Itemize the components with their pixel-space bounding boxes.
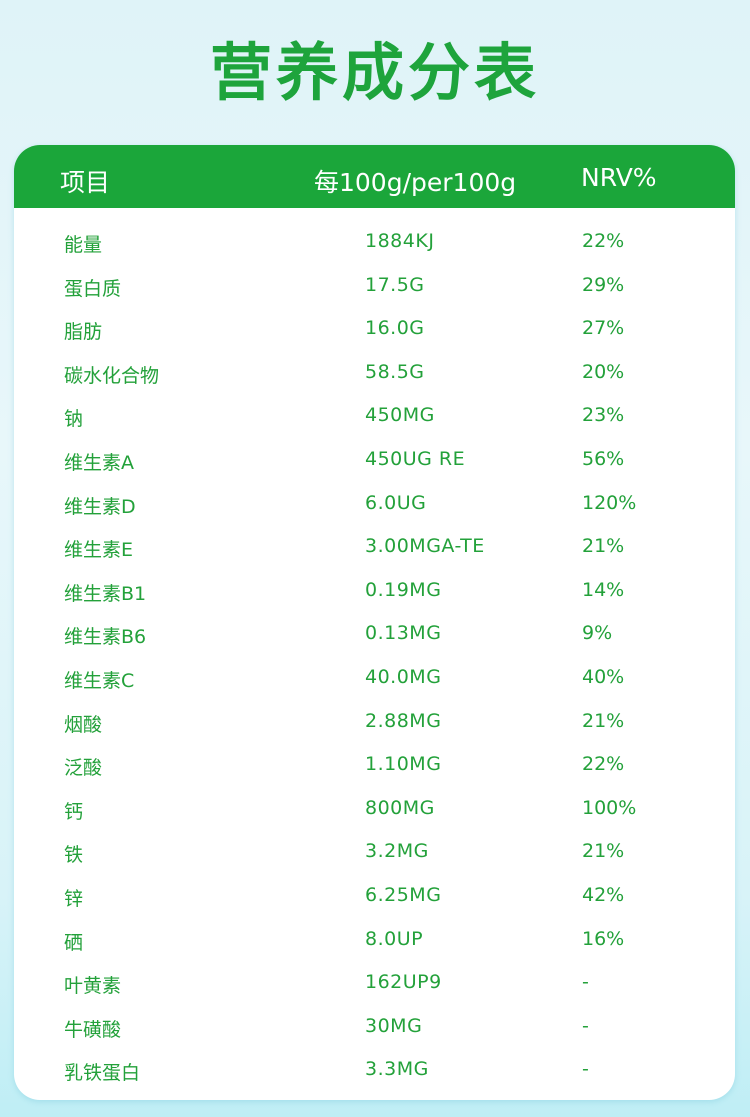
nutrient-nrv: 21% bbox=[582, 709, 625, 732]
nutrient-value: 6.0UG bbox=[365, 491, 427, 514]
nutrient-name: 牛磺酸 bbox=[64, 1018, 122, 1041]
header-item: 项目 bbox=[60, 168, 111, 197]
nutrient-value: 30MG bbox=[365, 1014, 423, 1037]
header-nrv: NRV% bbox=[581, 163, 657, 192]
nutrient-nrv: 22% bbox=[582, 230, 625, 252]
table-row: 维生素D 6.0UG 120% bbox=[14, 482, 735, 526]
nutrient-nrv: 21% bbox=[582, 535, 625, 558]
table-row: 维生素A 450UG RE 56% bbox=[14, 438, 735, 482]
nutrient-nrv: - bbox=[582, 1058, 589, 1081]
nutrient-value: 1.10MG bbox=[365, 753, 442, 776]
nutrient-nrv: 14% bbox=[582, 578, 625, 601]
nutrient-value: 8.0UP bbox=[365, 927, 424, 950]
nutrient-nrv: 120% bbox=[582, 491, 637, 514]
nutrient-value: 0.19MG bbox=[365, 578, 442, 601]
nutrient-name: 维生素E bbox=[64, 539, 134, 562]
table-row: 维生素B1 0.19MG 14% bbox=[14, 569, 735, 613]
nutrient-value: 0.13MG bbox=[365, 622, 442, 645]
nutrient-value: 3.3MG bbox=[365, 1058, 429, 1081]
nutrient-nrv: 21% bbox=[582, 840, 625, 863]
nutrient-value: 3.00MGA-TE bbox=[365, 535, 485, 558]
nutrient-name: 乳铁蛋白 bbox=[64, 1062, 141, 1085]
nutrient-name: 脂肪 bbox=[64, 321, 103, 344]
table-row: 叶黄素 162UP9 - bbox=[14, 961, 735, 1005]
nutrient-nrv: 22% bbox=[582, 753, 625, 776]
table-row: 烟酸 2.88MG 21% bbox=[14, 700, 735, 744]
nutrient-value: 800MG bbox=[365, 796, 435, 819]
nutrient-name: 锌 bbox=[64, 888, 84, 910]
table-header: 项目 每100g/per100g NRV% bbox=[14, 145, 735, 208]
table-row: 钙 800MG 100% bbox=[14, 787, 735, 831]
table-row: 蛋白质 17.5G 29% bbox=[14, 264, 735, 308]
nutrient-value: 58.5G bbox=[365, 360, 425, 383]
nutrient-nrv: 42% bbox=[582, 884, 625, 906]
nutrient-name: 铁 bbox=[64, 844, 84, 867]
table-row: 维生素E 3.00MGA-TE 21% bbox=[14, 525, 735, 569]
nutrient-name: 钙 bbox=[64, 800, 84, 823]
nutrient-value: 450UG RE bbox=[365, 448, 466, 470]
nutrient-nrv: 56% bbox=[582, 448, 625, 470]
nutrient-nrv: 40% bbox=[582, 666, 625, 688]
nutrient-name: 碳水化合物 bbox=[64, 364, 160, 387]
nutrient-nrv: 20% bbox=[582, 360, 625, 383]
nutrient-name: 叶黄素 bbox=[64, 975, 122, 998]
nutrient-nrv: 27% bbox=[582, 317, 625, 340]
nutrient-value: 2.88MG bbox=[365, 709, 442, 732]
nutrient-name: 蛋白质 bbox=[64, 277, 122, 300]
nutrient-name: 泛酸 bbox=[64, 757, 103, 780]
table-row: 硒 8.0UP 16% bbox=[14, 918, 735, 962]
nutrient-nrv: - bbox=[582, 971, 589, 994]
table-row: 能量 1884KJ 22% bbox=[14, 220, 735, 264]
nutrient-name: 维生素D bbox=[64, 495, 136, 518]
nutrient-name: 能量 bbox=[64, 234, 103, 256]
nutrient-nrv: - bbox=[582, 1014, 589, 1037]
table-row: 维生素C 40.0MG 40% bbox=[14, 656, 735, 700]
table-row: 钠 450MG 23% bbox=[14, 394, 735, 438]
nutrient-value: 17.5G bbox=[365, 273, 425, 296]
table-row: 乳铁蛋白 3.3MG - bbox=[14, 1048, 735, 1092]
header-per100g: 每100g/per100g bbox=[314, 168, 517, 197]
nutrient-value: 16.0G bbox=[365, 317, 425, 340]
table-row: 锌 6.25MG 42% bbox=[14, 874, 735, 918]
nutrition-table: 项目 每100g/per100g NRV% 能量 1884KJ 22% 蛋白质 17.5… bbox=[14, 145, 735, 1100]
page-title: 营养成分表 bbox=[209, 36, 540, 109]
nutrient-nrv: 23% bbox=[582, 404, 625, 427]
nutrient-name: 硒 bbox=[64, 931, 84, 954]
table-row: 维生素B6 0.13MG 9% bbox=[14, 612, 735, 656]
nutrient-nrv: 100% bbox=[582, 796, 637, 819]
table-row: 铁 3.2MG 21% bbox=[14, 830, 735, 874]
nutrient-nrv: 29% bbox=[582, 273, 625, 296]
table-row: 碳水化合物 58.5G 20% bbox=[14, 351, 735, 395]
nutrient-value: 6.25MG bbox=[365, 884, 442, 906]
nutrient-value: 3.2MG bbox=[365, 840, 429, 863]
table-row: 泛酸 1.10MG 22% bbox=[14, 743, 735, 787]
nutrient-name: 维生素A bbox=[64, 452, 134, 474]
nutrient-nrv: 16% bbox=[582, 927, 625, 950]
nutrient-name: 烟酸 bbox=[64, 713, 103, 736]
nutrient-value: 450MG bbox=[365, 404, 435, 427]
nutrient-value: 1884KJ bbox=[365, 230, 435, 252]
table-row: 牛磺酸 30MG - bbox=[14, 1005, 735, 1049]
nutrient-name: 维生素B6 bbox=[64, 626, 147, 649]
nutrient-nrv: 9% bbox=[582, 622, 613, 645]
nutrient-name: 维生素B1 bbox=[64, 582, 147, 605]
nutrient-value: 162UP9 bbox=[365, 971, 442, 994]
nutrient-name: 钠 bbox=[64, 408, 84, 431]
nutrient-value: 40.0MG bbox=[365, 666, 442, 688]
nutrient-name: 维生素C bbox=[64, 670, 135, 692]
table-row: 脂肪 16.0G 27% bbox=[14, 307, 735, 351]
